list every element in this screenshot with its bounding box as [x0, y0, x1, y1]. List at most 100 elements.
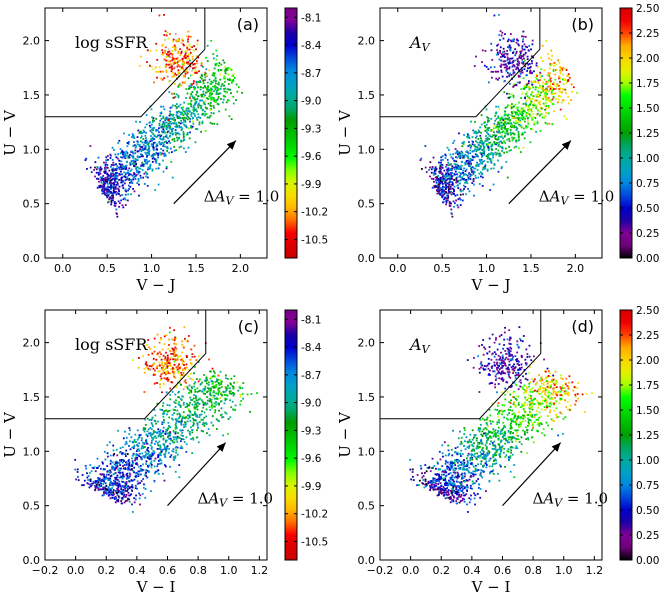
scatter-point	[214, 85, 216, 88]
scatter-point	[169, 442, 172, 445]
scatter-point	[545, 83, 548, 85]
scatter-point	[121, 492, 123, 495]
scatter-point	[161, 44, 164, 47]
scatter-point	[145, 463, 147, 465]
x-tick-label: 0.0	[389, 262, 407, 275]
scatter-point	[477, 129, 480, 132]
scatter-point	[445, 164, 448, 166]
scatter-point	[159, 375, 162, 378]
scatter-point	[550, 91, 553, 94]
scatter-point	[122, 473, 125, 476]
scatter-point	[191, 83, 194, 86]
scatter-point	[124, 500, 127, 502]
colorbar-tick-label: 0.50	[636, 203, 659, 215]
scatter-point	[167, 63, 170, 66]
extinction-arrow	[173, 140, 237, 205]
scatter-point	[527, 96, 529, 99]
scatter-point	[139, 473, 142, 476]
scatter-point	[535, 418, 538, 421]
scatter-point	[524, 45, 527, 48]
scatter-point	[112, 490, 115, 493]
scatter-point	[206, 387, 209, 389]
scatter-point	[459, 179, 462, 182]
scatter-point	[219, 414, 222, 417]
scatter-point	[175, 107, 178, 110]
scatter-point	[149, 126, 152, 129]
scatter-point	[167, 357, 169, 360]
scatter-point	[204, 79, 207, 82]
scatter-point	[182, 110, 185, 113]
scatter-point	[190, 115, 193, 117]
scatter-point	[476, 141, 479, 144]
colorbar-tick-label: -9.0	[301, 96, 322, 108]
scatter-point	[507, 96, 510, 99]
scatter-point	[539, 79, 542, 82]
scatter-point	[558, 88, 560, 90]
scatter-point	[546, 88, 549, 91]
scatter-point	[203, 374, 205, 376]
scatter-point	[536, 112, 539, 115]
x-tick-label: 0.0	[67, 564, 85, 577]
x-tick-label: −0.2	[32, 564, 59, 577]
scatter-point	[226, 69, 229, 71]
scatter-point	[140, 149, 143, 152]
scatter-point	[510, 93, 513, 96]
scatter-point	[485, 139, 488, 142]
scatter-point	[208, 95, 211, 98]
scatter-point	[511, 446, 514, 449]
scatter-point	[528, 410, 531, 413]
scatter-point	[159, 448, 162, 451]
scatter-point	[160, 53, 163, 56]
scatter-point	[122, 486, 125, 488]
scatter-point	[109, 469, 112, 472]
scatter-point	[219, 78, 222, 81]
scatter-point	[187, 107, 190, 110]
scatter-point	[482, 450, 485, 453]
scatter-point	[212, 394, 215, 397]
scatter-point	[165, 351, 167, 354]
scatter-point	[513, 146, 516, 149]
scatter-point	[214, 87, 217, 90]
scatter-point	[125, 168, 128, 170]
scatter-point	[537, 86, 540, 89]
scatter-point	[195, 406, 198, 409]
scatter-point	[215, 49, 218, 52]
scatter-point	[554, 87, 557, 90]
scatter-point	[213, 106, 215, 109]
scatter-point	[171, 439, 174, 442]
scatter-point	[197, 86, 200, 89]
scatter-point	[215, 91, 218, 94]
scatter-point	[512, 50, 515, 53]
scatter-point	[214, 386, 217, 389]
scatter-point	[557, 84, 560, 87]
scatter-point	[111, 146, 114, 149]
scatter-point	[87, 475, 90, 477]
scatter-point	[512, 52, 514, 54]
scatter-point	[176, 435, 179, 438]
scatter-point	[527, 104, 530, 107]
scatter-point	[112, 169, 114, 172]
scatter-point	[128, 472, 131, 475]
scatter-point	[488, 119, 490, 122]
scatter-point	[484, 50, 487, 52]
scatter-point	[151, 453, 154, 456]
scatter-point	[142, 143, 145, 146]
scatter-point	[169, 431, 172, 433]
scatter-point	[553, 88, 555, 90]
scatter-point	[112, 196, 115, 199]
scatter-point	[115, 467, 117, 470]
scatter-point	[558, 77, 560, 80]
scatter-point	[493, 122, 496, 125]
scatter-point	[180, 83, 183, 86]
scatter-point	[520, 107, 523, 110]
scatter-point	[100, 168, 103, 170]
scatter-point	[130, 468, 133, 470]
scatter-point	[170, 114, 173, 116]
scatter-point	[172, 96, 175, 99]
scatter-point	[508, 67, 511, 70]
scatter-point	[116, 174, 119, 177]
colorbar-tick-label: -8.4	[301, 40, 322, 52]
scatter-point	[551, 86, 554, 89]
scatter-point	[194, 87, 196, 89]
scatter-point	[195, 72, 197, 74]
